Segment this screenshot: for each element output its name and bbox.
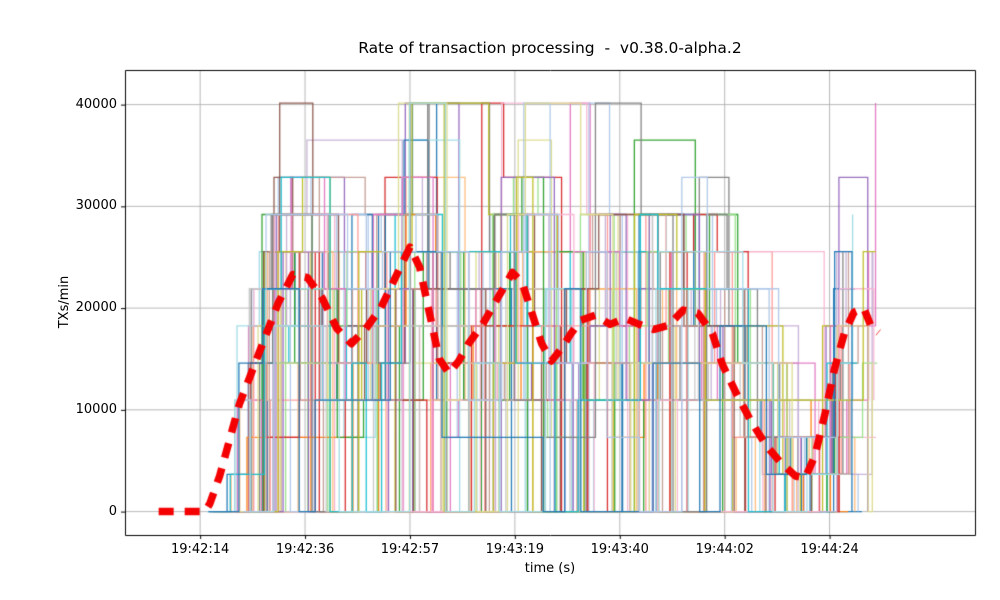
y-tick-label: 20000 xyxy=(75,300,117,316)
x-tick-label: 19:44:02 xyxy=(695,542,754,557)
x-tick-label: 19:42:36 xyxy=(275,542,335,557)
y-tick-label: 30000 xyxy=(75,198,117,214)
x-tick-label: 19:43:19 xyxy=(485,542,545,557)
x-tick-label: 19:44:24 xyxy=(800,542,859,557)
x-tick-label: 19:42:57 xyxy=(380,542,440,557)
x-axis-label: time (s) xyxy=(524,561,576,576)
chart-title: Rate of transaction processing - v0.38.0… xyxy=(358,39,742,57)
x-tick-label: 19:43:40 xyxy=(590,542,649,557)
y-tick-label: 0 xyxy=(108,503,117,519)
y-tick-label: 40000 xyxy=(75,96,117,112)
y-tick-label: 10000 xyxy=(75,401,117,417)
x-tick-label: 19:42:14 xyxy=(170,542,230,557)
